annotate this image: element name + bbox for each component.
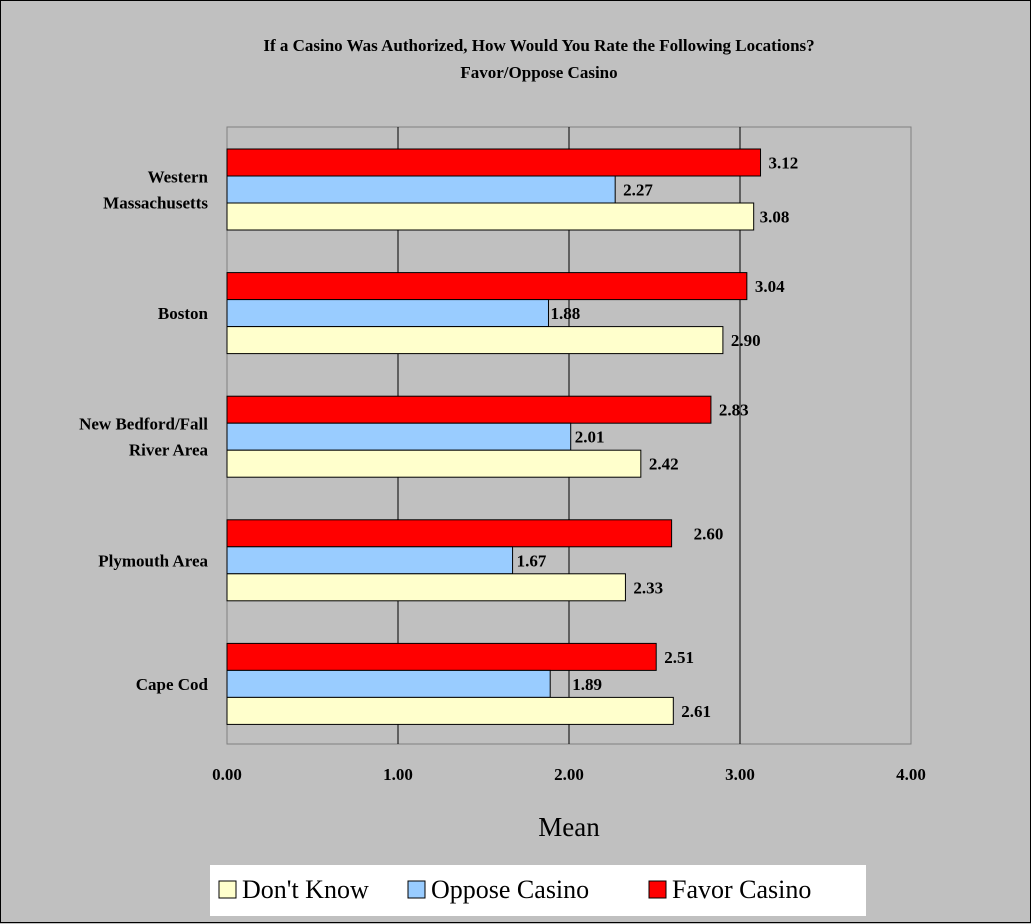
x-tick-label: 2.00 xyxy=(554,765,584,784)
bar xyxy=(226,299,549,328)
data-label: 2.01 xyxy=(575,428,605,447)
bar xyxy=(226,395,712,424)
x-tick-label: 1.00 xyxy=(383,765,413,784)
bar xyxy=(226,669,551,698)
data-label: 2.60 xyxy=(694,524,724,543)
bar xyxy=(226,573,626,602)
bar xyxy=(226,202,755,231)
legend-label: Favor Casino xyxy=(672,875,811,904)
bar xyxy=(226,449,642,478)
data-label: 2.33 xyxy=(633,578,663,597)
data-label: 2.90 xyxy=(731,331,761,350)
bar xyxy=(226,272,748,301)
category-label: New Bedford/Fall xyxy=(79,415,208,434)
chart-subtitle: Favor/Oppose Casino xyxy=(460,63,617,82)
bar xyxy=(226,148,762,177)
category-labels: Western Massachusetts Boston New Bedford/Fa… xyxy=(79,168,208,694)
bar xyxy=(226,642,657,671)
bars: 3.12 2.27 3.08 3.04 1.88 2.90 2.83 2.01 2.42 2.60… xyxy=(226,148,799,725)
bar xyxy=(226,696,674,725)
x-axis-ticks: 0.00 1.00 2.00 3.00 4.00 xyxy=(212,765,926,784)
x-axis-title: Mean xyxy=(538,812,600,842)
bar xyxy=(226,422,572,451)
data-label: 1.88 xyxy=(550,304,580,323)
data-label: 1.89 xyxy=(572,675,602,694)
data-label: 1.67 xyxy=(517,551,547,570)
x-tick-label: 4.00 xyxy=(896,765,926,784)
legend-swatch xyxy=(218,880,237,899)
x-tick-label: 3.00 xyxy=(725,765,755,784)
legend-label: Don't Know xyxy=(242,875,369,904)
bar xyxy=(226,326,724,355)
data-label: 3.08 xyxy=(760,208,790,227)
legend-swatch xyxy=(407,880,426,899)
category-label: River Area xyxy=(129,441,209,460)
legend xyxy=(210,865,866,916)
data-label: 3.12 xyxy=(769,154,799,173)
data-label: 2.51 xyxy=(664,648,694,667)
chart-title: If a Casino Was Authorized, How Would Yo… xyxy=(263,36,814,55)
bar xyxy=(226,519,673,548)
category-label: Cape Cod xyxy=(136,675,209,694)
data-label: 3.04 xyxy=(755,277,785,296)
data-label: 2.83 xyxy=(719,401,749,420)
category-label: Western xyxy=(148,168,209,187)
legend-swatch xyxy=(648,880,667,899)
legend-label: Oppose Casino xyxy=(431,875,589,904)
x-tick-label: 0.00 xyxy=(212,765,242,784)
category-label: Massachusetts xyxy=(103,194,208,213)
category-label: Boston xyxy=(158,304,209,323)
category-label: Plymouth Area xyxy=(98,551,208,570)
data-label: 2.42 xyxy=(649,455,679,474)
legend-items: Don't Know Oppose Casino Favor Casino xyxy=(218,875,811,904)
data-label: 2.27 xyxy=(623,181,653,200)
bar xyxy=(226,546,514,575)
data-label: 2.61 xyxy=(681,702,711,721)
bar xyxy=(226,175,616,204)
